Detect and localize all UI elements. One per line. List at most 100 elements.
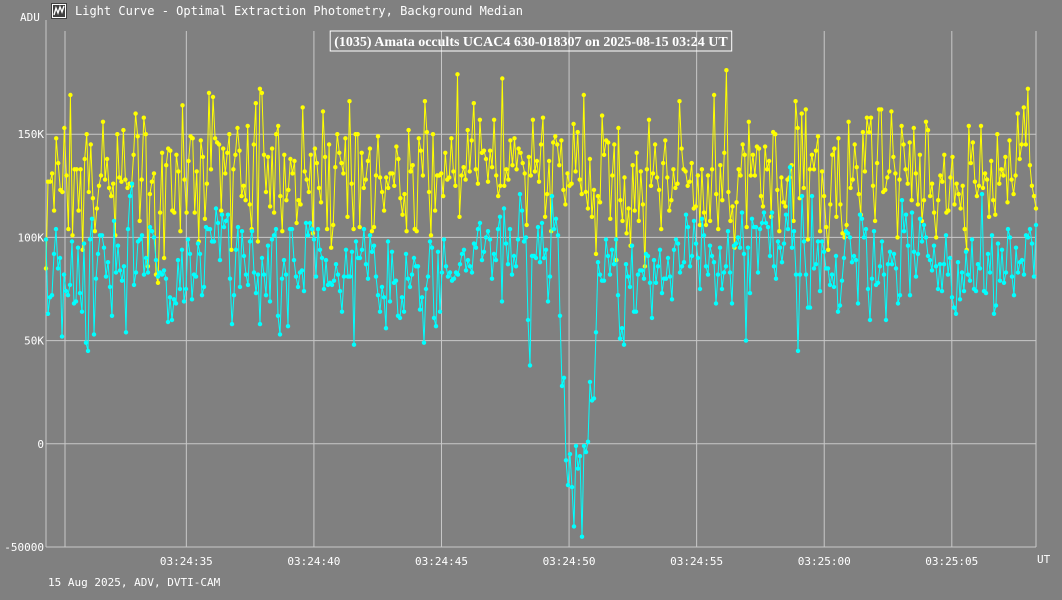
target-point [1029, 241, 1035, 246]
target-point [555, 233, 561, 238]
target-point [725, 229, 731, 234]
target-point [387, 299, 393, 304]
comparison-point [942, 152, 947, 157]
comparison-point [730, 204, 735, 209]
target-point [695, 255, 701, 261]
target-point [457, 262, 463, 267]
comparison-point [109, 193, 114, 199]
comparison-point [748, 173, 753, 178]
comparison-point [483, 156, 489, 162]
target-point [693, 241, 699, 246]
comparison-point [693, 204, 698, 209]
target-point [211, 239, 217, 244]
comparison-point [542, 214, 548, 219]
comparison-point [618, 198, 623, 203]
target-point [657, 247, 663, 252]
comparison-point [569, 181, 574, 186]
comparison-point [571, 121, 576, 127]
x-tick-label: 03:24:45 [415, 555, 468, 568]
target-point [907, 293, 913, 298]
target-point [359, 247, 365, 252]
target-point [571, 524, 577, 529]
comparison-point [494, 173, 499, 178]
comparison-point [461, 165, 466, 170]
target-point [235, 224, 241, 230]
target-point [819, 239, 825, 244]
target-point [645, 253, 651, 259]
comparison-point [616, 125, 621, 131]
target-point [185, 237, 191, 242]
target-point [353, 239, 359, 244]
x-tick-label: 03:25:00 [798, 555, 851, 568]
comparison-point [734, 200, 739, 205]
comparison-point [78, 167, 83, 172]
comparison-point [245, 123, 250, 129]
comparison-point [274, 132, 279, 137]
target-point [299, 268, 305, 273]
comparison-point [813, 148, 819, 153]
comparison-point [826, 247, 831, 252]
target-point [1019, 257, 1025, 263]
comparison-point [233, 152, 238, 157]
comparison-point [581, 92, 586, 98]
comparison-point [917, 152, 923, 157]
target-point [271, 233, 277, 238]
comparison-point [744, 224, 749, 230]
target-point [495, 226, 501, 232]
comparison-point [848, 185, 853, 191]
target-point [399, 295, 405, 300]
target-point [721, 270, 727, 275]
target-point [985, 251, 991, 257]
comparison-point [465, 127, 470, 133]
comparison-point [491, 117, 497, 123]
target-point [153, 257, 159, 263]
target-point [369, 249, 375, 254]
comparison-point [646, 117, 652, 123]
comparison-point [766, 158, 772, 164]
target-point [861, 235, 867, 240]
comparison-point [510, 163, 515, 168]
comparison-point [836, 136, 841, 141]
comparison-point [840, 231, 845, 236]
target-point [551, 226, 557, 232]
comparison-point [952, 202, 957, 207]
target-point [375, 293, 381, 298]
target-point [43, 237, 49, 242]
comparison-point [259, 90, 265, 96]
y-tick-label: 150K [18, 128, 45, 141]
comparison-point [326, 142, 332, 147]
comparison-point [846, 119, 851, 125]
comparison-point [640, 202, 646, 207]
comparison-point [498, 183, 503, 188]
comparison-point [544, 191, 550, 197]
comparison-point [669, 198, 674, 203]
target-point [677, 270, 683, 275]
window-title: Light Curve - Optimal Extraction Photome… [75, 4, 523, 18]
comparison-point [773, 132, 778, 137]
comparison-point [677, 99, 682, 104]
comparison-point [575, 129, 580, 135]
chart-icon[interactable] [51, 3, 67, 19]
comparison-point [746, 119, 751, 125]
target-point [87, 237, 93, 242]
target-point [719, 286, 725, 292]
target-point [783, 212, 789, 217]
target-point [917, 216, 923, 221]
comparison-point [333, 165, 338, 170]
comparison-point [687, 179, 692, 184]
target-point [1033, 222, 1039, 228]
target-point [95, 251, 101, 257]
target-point [93, 276, 99, 281]
comparison-point [1011, 191, 1016, 197]
target-point [219, 212, 225, 217]
target-point [455, 272, 461, 277]
comparison-point [210, 94, 216, 100]
target-point [735, 235, 741, 240]
target-point [955, 260, 961, 265]
target-point [273, 226, 279, 232]
target-point [763, 220, 769, 226]
comparison-point [610, 173, 615, 178]
target-point [811, 266, 817, 271]
target-point [863, 226, 869, 232]
